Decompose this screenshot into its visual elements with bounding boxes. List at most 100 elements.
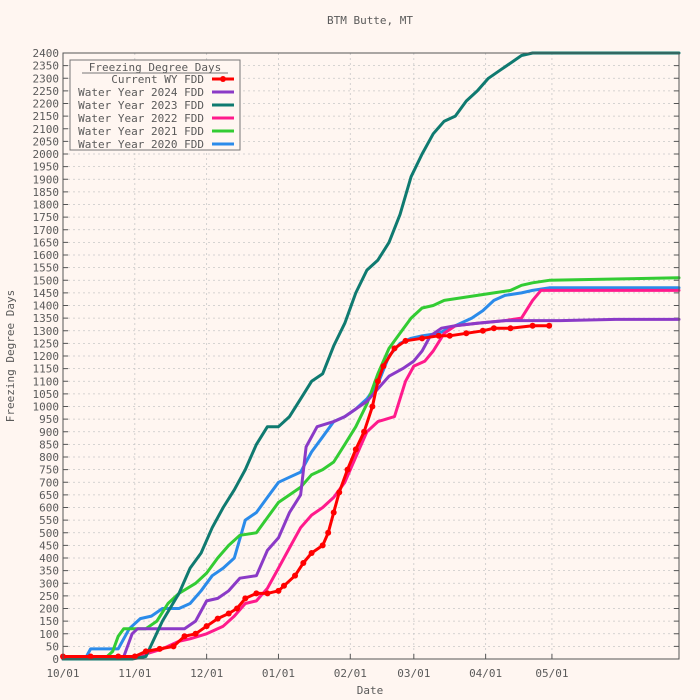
series-point bbox=[225, 610, 232, 617]
series-line-4 bbox=[61, 276, 681, 661]
y-tick-label: 1350 bbox=[33, 312, 60, 325]
x-tick-label: 10/01 bbox=[46, 667, 79, 680]
y-tick-label: 1500 bbox=[33, 274, 60, 287]
series-point bbox=[308, 549, 315, 556]
y-tick-label: 1900 bbox=[33, 173, 60, 186]
legend-label: Water Year 2021 FDD bbox=[78, 125, 204, 138]
series-point bbox=[264, 590, 271, 597]
legend-label: Current WY FDD bbox=[111, 73, 204, 86]
y-axis-label: Freezing Degree Days bbox=[4, 290, 17, 422]
y-tick-label: 1650 bbox=[33, 236, 60, 249]
series-point bbox=[352, 446, 359, 453]
series-line-0 bbox=[61, 324, 551, 658]
series-point bbox=[336, 489, 343, 496]
series-line-2 bbox=[61, 51, 681, 661]
chart-title: BTM Butte, MT bbox=[327, 14, 413, 27]
y-tick-label: 2300 bbox=[33, 72, 60, 85]
series-line-1 bbox=[61, 317, 681, 661]
legend-box bbox=[69, 59, 241, 151]
series-point bbox=[463, 330, 470, 337]
legend: Freezing Degree Days Current WY FDDWater… bbox=[69, 59, 241, 151]
series-point bbox=[374, 378, 381, 385]
y-tick-label: 2100 bbox=[33, 123, 60, 136]
y-tick-label: 200 bbox=[39, 603, 59, 616]
legend-label: Water Year 2022 FDD bbox=[78, 112, 204, 125]
grid bbox=[62, 52, 679, 660]
series-point bbox=[361, 428, 368, 435]
y-tick-label: 150 bbox=[39, 615, 59, 628]
x-tick-label: 04/01 bbox=[469, 667, 502, 680]
legend-marker bbox=[220, 76, 226, 82]
series-point bbox=[319, 542, 326, 549]
y-tick-label: 1150 bbox=[33, 363, 60, 376]
y-tick-label: 1950 bbox=[33, 161, 60, 174]
series-point bbox=[242, 595, 249, 602]
y-tick-label: 2150 bbox=[33, 110, 60, 123]
y-tick-label: 1400 bbox=[33, 300, 60, 313]
series-point bbox=[87, 653, 94, 660]
y-tick-label: 900 bbox=[39, 426, 59, 439]
series-point bbox=[131, 653, 138, 660]
y-tick-label: 650 bbox=[39, 489, 59, 502]
y-tick-label: 1300 bbox=[33, 325, 60, 338]
series-point bbox=[490, 325, 497, 332]
y-tick-label: 2200 bbox=[33, 98, 60, 111]
series-line-5 bbox=[61, 286, 681, 661]
series-point bbox=[280, 582, 287, 589]
series-point bbox=[446, 332, 453, 339]
series-point bbox=[300, 560, 307, 567]
y-tick-label: 300 bbox=[39, 577, 59, 590]
x-tick-label: 05/01 bbox=[535, 667, 568, 680]
legend-label: Water Year 2024 FDD bbox=[78, 86, 204, 99]
x-tick-label: 12/01 bbox=[190, 667, 223, 680]
y-tick-label: 500 bbox=[39, 527, 59, 540]
y-tick-label: 1050 bbox=[33, 388, 60, 401]
series-point bbox=[507, 325, 514, 332]
series-point bbox=[115, 653, 122, 660]
legend-label: Water Year 2023 FDD bbox=[78, 99, 204, 112]
y-tick-label: 750 bbox=[39, 464, 59, 477]
series-point bbox=[325, 529, 332, 536]
y-axis-ticks: 0501001502002503003504004505005506006507… bbox=[33, 47, 679, 666]
y-tick-label: 950 bbox=[39, 413, 59, 426]
y-tick-label: 50 bbox=[46, 640, 59, 653]
series-point bbox=[391, 345, 398, 352]
y-tick-label: 250 bbox=[39, 590, 59, 603]
y-tick-label: 1100 bbox=[33, 375, 60, 388]
y-tick-label: 1000 bbox=[33, 401, 60, 414]
y-tick-label: 800 bbox=[39, 451, 59, 464]
series-point bbox=[479, 327, 486, 334]
series-point bbox=[214, 615, 221, 622]
x-tick-label: 02/01 bbox=[334, 667, 367, 680]
y-tick-label: 2350 bbox=[33, 60, 60, 73]
y-tick-label: 1800 bbox=[33, 199, 60, 212]
legend-label: Water Year 2020 FDD bbox=[78, 138, 204, 151]
series-point bbox=[203, 623, 210, 630]
series-line-3 bbox=[61, 288, 681, 661]
x-tick-label: 03/01 bbox=[397, 667, 430, 680]
y-tick-label: 450 bbox=[39, 539, 59, 552]
series-point bbox=[181, 633, 188, 640]
legend-title: Freezing Degree Days bbox=[89, 61, 221, 74]
y-tick-label: 2400 bbox=[33, 47, 60, 60]
y-tick-label: 1700 bbox=[33, 224, 60, 237]
y-tick-label: 1550 bbox=[33, 262, 60, 275]
y-tick-label: 2000 bbox=[33, 148, 60, 161]
y-tick-label: 400 bbox=[39, 552, 59, 565]
series-point bbox=[380, 363, 387, 370]
series-point bbox=[344, 466, 351, 473]
y-tick-label: 1600 bbox=[33, 249, 60, 262]
y-tick-label: 2250 bbox=[33, 85, 60, 98]
x-axis-ticks: 10/01 11/01 12/01 01/01 02/01 03/01 04/01 05/01 bbox=[46, 654, 568, 680]
y-tick-label: 0 bbox=[52, 653, 59, 666]
y-tick-label: 1200 bbox=[33, 350, 60, 363]
series-point bbox=[156, 645, 163, 652]
series-point bbox=[435, 332, 442, 339]
x-axis-label: Date bbox=[357, 684, 384, 697]
y-tick-label: 600 bbox=[39, 502, 59, 515]
y-tick-label: 2050 bbox=[33, 135, 60, 148]
y-tick-label: 850 bbox=[39, 438, 59, 451]
